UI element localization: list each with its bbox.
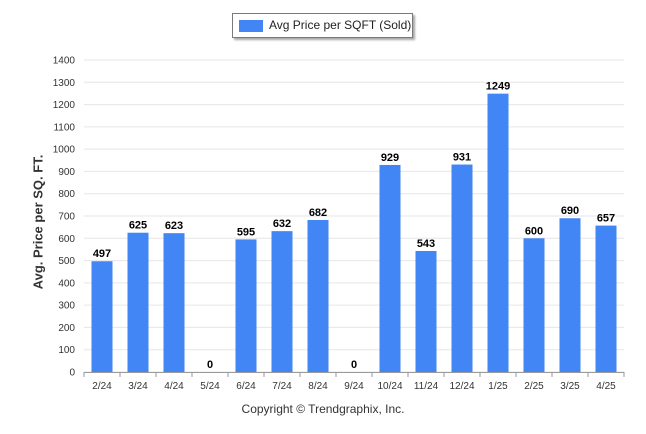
y-tick-label: 600 [58, 234, 75, 245]
data-label: 929 [381, 152, 399, 164]
y-tick-label: 800 [58, 189, 75, 200]
x-tick-label: 6/24 [236, 381, 256, 392]
y-tick-label: 0 [69, 368, 75, 379]
data-label: 623 [165, 220, 183, 232]
bar [487, 93, 509, 372]
x-tick-label: 8/24 [308, 381, 328, 392]
data-label: 1249 [486, 81, 510, 93]
bar [451, 164, 473, 372]
y-tick-label: 1300 [53, 78, 76, 89]
y-tick-label: 300 [58, 301, 75, 312]
bar [163, 233, 185, 372]
y-tick-label: 1100 [53, 122, 75, 133]
copyright-credit: Copyright © Trendgraphix, Inc. [241, 402, 405, 416]
x-tick-label: 2/24 [92, 381, 112, 392]
bar [415, 250, 437, 372]
data-label: 595 [237, 226, 255, 238]
data-label: 600 [525, 225, 543, 237]
x-tick-label: 10/24 [377, 381, 402, 392]
y-tick-label: 100 [58, 345, 75, 356]
data-label: 0 [207, 359, 213, 371]
data-label: 690 [561, 205, 579, 217]
x-tick-label: 2/25 [524, 381, 544, 392]
y-tick-label: 200 [58, 323, 75, 334]
y-tick-label: 700 [58, 212, 75, 223]
y-tick-label: 1200 [53, 100, 76, 111]
bar [523, 238, 545, 372]
data-label: 0 [351, 359, 357, 371]
bar [127, 232, 149, 372]
data-label: 543 [417, 238, 435, 250]
x-tick-label: 12/24 [449, 381, 474, 392]
data-label: 497 [93, 248, 111, 260]
x-tick-label: 3/24 [128, 381, 148, 392]
y-tick-label: 1000 [53, 145, 76, 156]
x-tick-label: 1/25 [488, 381, 508, 392]
x-tick-label: 11/24 [414, 381, 439, 392]
legend-label: Avg Price per SQFT (Sold) [269, 18, 412, 32]
legend-swatch [239, 20, 263, 32]
data-label: 657 [597, 213, 615, 225]
bar [307, 220, 329, 372]
x-tick-label: 4/24 [164, 381, 184, 392]
data-label: 931 [453, 152, 471, 164]
x-tick-label: 3/25 [560, 381, 580, 392]
data-label: 625 [129, 220, 147, 232]
x-tick-label: 5/24 [200, 381, 220, 392]
bar [379, 164, 401, 372]
data-label: 682 [309, 207, 327, 219]
y-tick-label: 900 [58, 167, 75, 178]
x-tick-label: 9/24 [344, 381, 364, 392]
y-tick-label: 400 [58, 278, 75, 289]
legend: Avg Price per SQFT (Sold) [232, 13, 413, 38]
bar [271, 231, 293, 372]
x-tick-label: 4/25 [596, 381, 616, 392]
y-tick-label: 1400 [53, 56, 76, 67]
y-tick-label: 500 [58, 256, 75, 267]
bar [91, 261, 113, 372]
bar [595, 225, 617, 372]
bar [235, 239, 257, 372]
bar [559, 218, 581, 372]
x-tick-label: 7/24 [272, 381, 292, 392]
data-label: 632 [273, 218, 291, 230]
